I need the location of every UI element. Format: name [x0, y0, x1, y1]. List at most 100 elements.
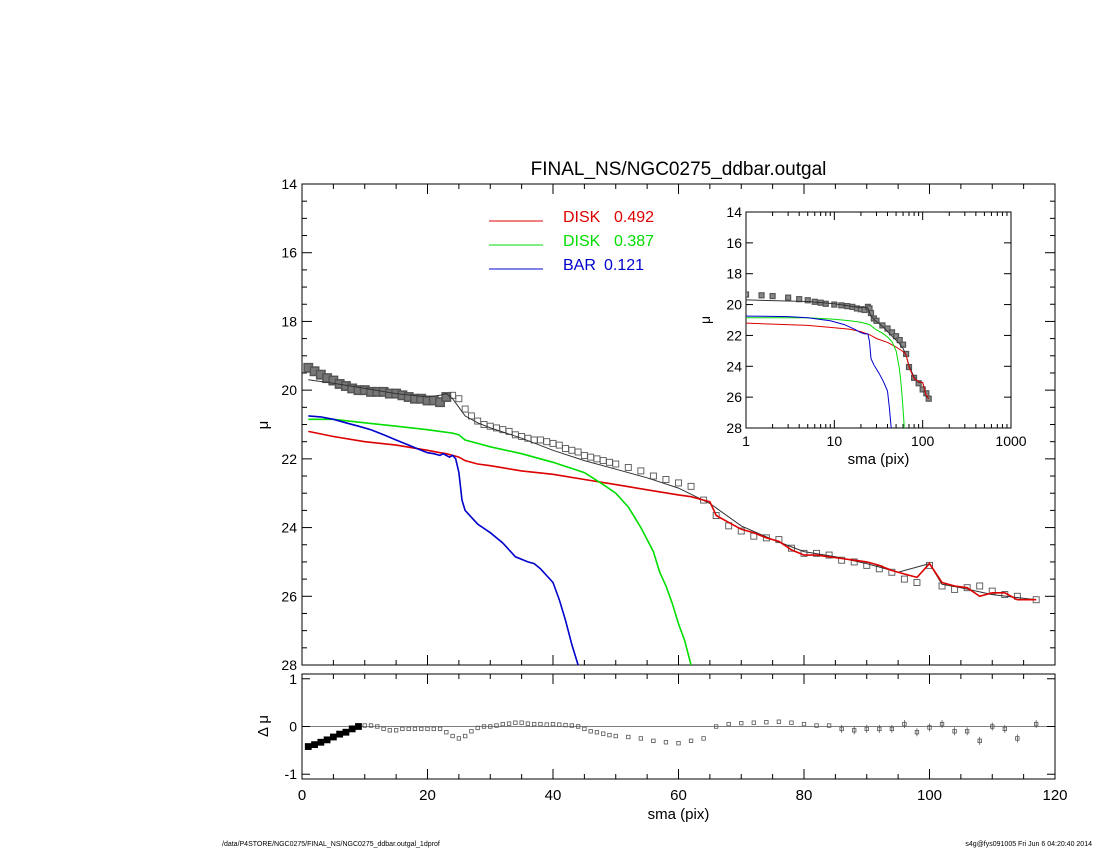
residual-point [651, 738, 656, 743]
main-observed-point [838, 556, 846, 564]
residual-point [500, 721, 505, 727]
residual-point [311, 741, 318, 749]
x-tick-label: 1 [742, 433, 750, 449]
main-bar-component-line [308, 415, 579, 665]
inset-observed-point [873, 317, 880, 324]
residual-point [557, 722, 562, 727]
main-observed-point [574, 448, 582, 456]
inset-observed-point [915, 380, 922, 387]
x-tick-label: 100 [911, 433, 935, 449]
residual-point [342, 728, 350, 736]
residual-point [323, 736, 331, 744]
inset-component-line [746, 322, 930, 400]
residual-point [801, 721, 807, 727]
residual-point [826, 723, 832, 728]
main-observed-point [543, 438, 551, 446]
residual-point [494, 723, 499, 728]
inset-x-axis-label: sma (pix) [848, 451, 910, 468]
y-tick-label: 0 [289, 719, 297, 735]
residual-point [613, 733, 618, 739]
main-observed-point [587, 453, 595, 461]
inset-observed-point [804, 297, 811, 304]
main-observed-point [568, 446, 576, 454]
residual-point [626, 734, 631, 740]
residual-point [776, 719, 782, 724]
inset-observed-point [758, 292, 765, 299]
main-observed-point [775, 536, 783, 544]
x-tick-label: 1000 [995, 433, 1026, 449]
residual-point [488, 724, 493, 729]
main-total-model-line [308, 379, 1037, 601]
main-observed-point [555, 441, 563, 449]
residual-point [638, 736, 643, 741]
residual-point [419, 726, 424, 732]
residual-point [582, 726, 587, 732]
y-tick-label: 22 [726, 327, 742, 343]
y-tick-label: 16 [281, 245, 297, 261]
residual-point [525, 721, 531, 726]
residual-point [362, 723, 367, 728]
y-tick-label: 18 [726, 266, 742, 282]
main-observed-point [537, 436, 544, 444]
y-tick-label: 26 [281, 588, 297, 604]
inset-observed-point [831, 301, 838, 308]
residual-point [575, 724, 581, 729]
y-tick-label: 22 [281, 451, 297, 467]
residual-point [506, 721, 512, 726]
residual-point [726, 721, 731, 727]
residual-point [676, 741, 681, 746]
residual-point [538, 721, 543, 727]
residual-point [381, 726, 386, 732]
residual-point [387, 728, 393, 733]
residual-point [462, 733, 468, 739]
residual-point [475, 725, 480, 731]
legend-value: 0.121 [604, 257, 644, 274]
residual-point [739, 721, 744, 726]
residual-point [688, 738, 694, 743]
residual-point [456, 736, 462, 741]
main-disk2-component-line [308, 418, 692, 665]
main-observed-point [624, 463, 632, 471]
residual-point [764, 720, 769, 725]
y-tick-label: 1 [289, 671, 297, 687]
residual-point [425, 726, 430, 732]
residual-point [329, 733, 337, 741]
main-observed-point [606, 458, 613, 466]
y-tick-label: 28 [726, 420, 742, 436]
y-tick-label: 20 [726, 297, 742, 313]
residual-point [355, 723, 362, 730]
y-axis-label: μ [255, 421, 272, 430]
residual-y-axis-label: Δ μ [255, 715, 272, 737]
main-observed-point [637, 467, 645, 475]
main-observed-point [649, 472, 657, 480]
x-tick-label: 0 [298, 787, 306, 804]
main-observed-point [900, 575, 908, 583]
residual-point [588, 729, 593, 734]
inset-panel: 14 16 18 20 22 24 26 281 10 100 1000 sma (pix) μ [697, 204, 1027, 468]
main-observed-point [461, 405, 469, 413]
x-tick-label: 60 [670, 787, 687, 804]
legend: DISK 0.492 DISK 0.387 BAR 0.121 [489, 209, 654, 274]
y-tick-label: 14 [726, 204, 742, 220]
y-tick-label: 24 [281, 520, 297, 536]
residual-point [701, 736, 706, 741]
residual-point [406, 726, 411, 732]
main-observed-point [580, 451, 588, 459]
main-observed-point [593, 455, 601, 463]
residual-point [594, 730, 600, 735]
residual-point [444, 730, 449, 735]
residual-point [412, 726, 418, 732]
chart-title: FINAL_NS/NGC0275_ddbar.outgal [531, 159, 827, 180]
legend-label: DISK [563, 209, 601, 226]
inset-data-layer [746, 291, 932, 428]
main-observed-point [662, 476, 670, 483]
inset-observed-point [785, 294, 792, 301]
x-tick-label: 120 [1042, 787, 1067, 804]
legend-value: 0.387 [614, 233, 654, 250]
residual-point [563, 722, 568, 728]
residual-point [469, 729, 474, 734]
main-observed-point [455, 395, 463, 403]
residual-point [437, 726, 443, 732]
x-tick-label: 20 [419, 787, 436, 804]
